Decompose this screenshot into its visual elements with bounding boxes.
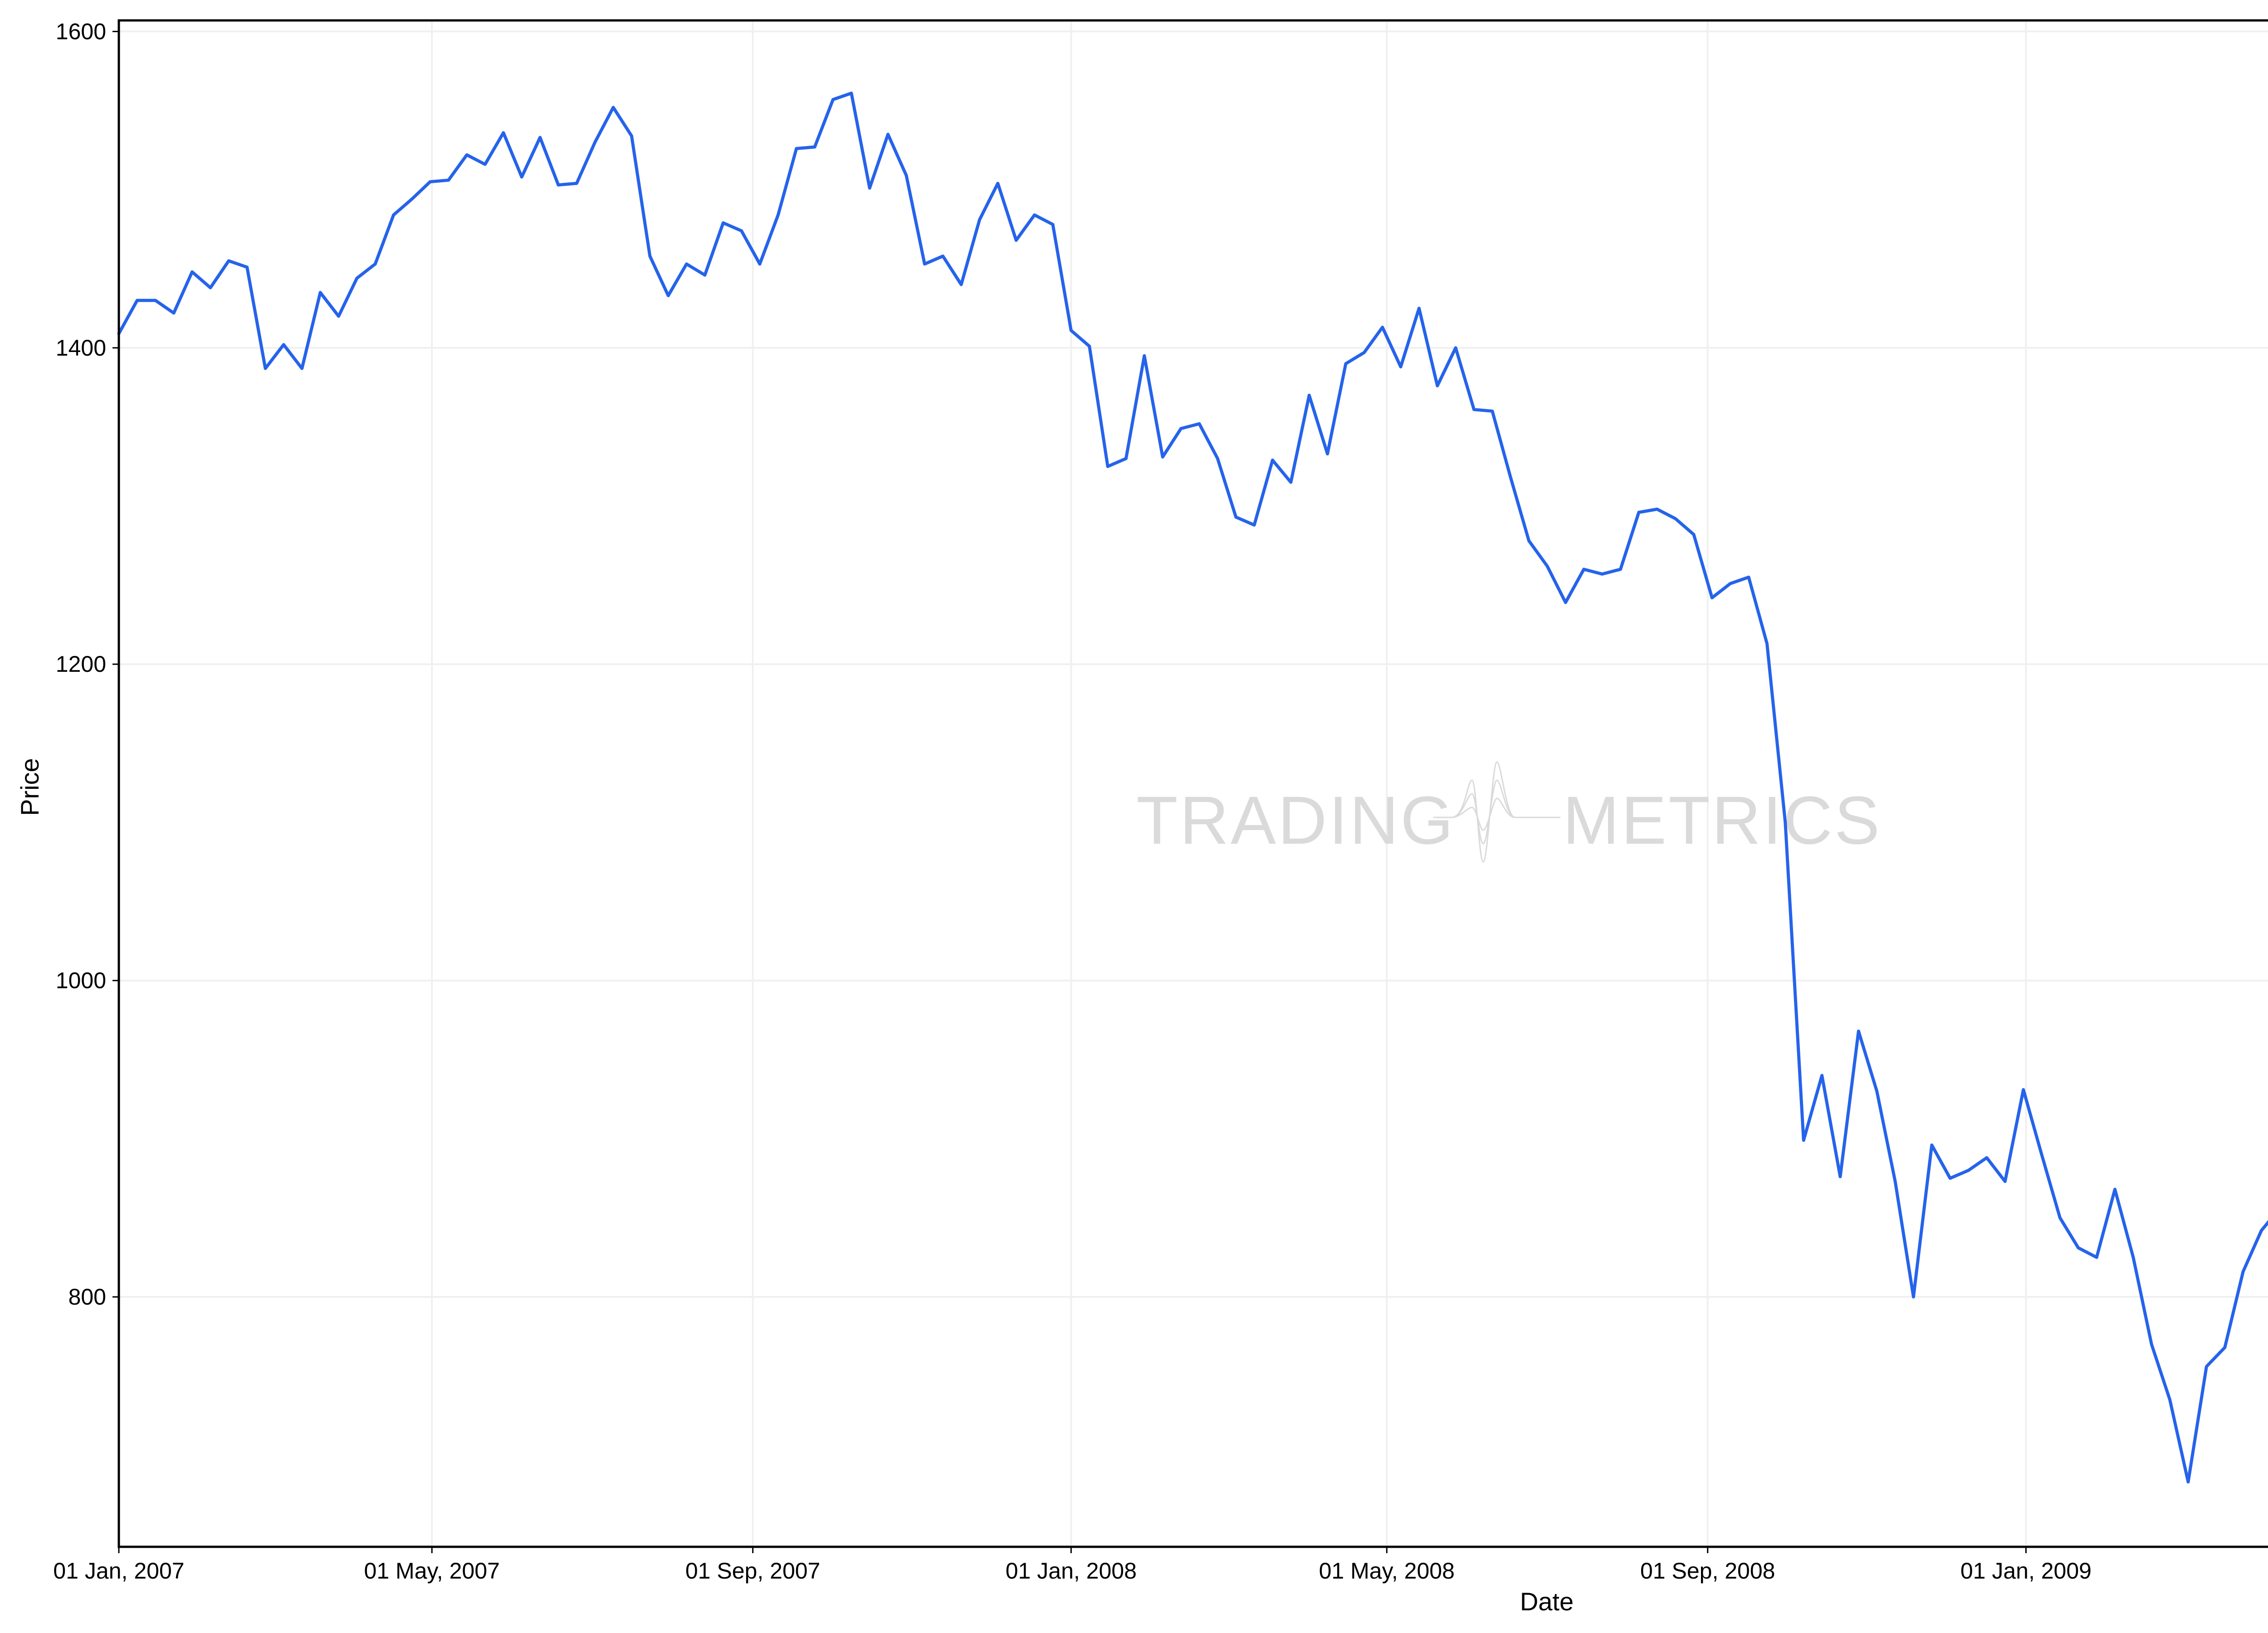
y-tick-label: 1000 xyxy=(56,968,106,993)
y-tick-label: 800 xyxy=(68,1284,106,1310)
plot-frame xyxy=(117,19,2268,1548)
x-tick-label: 01 May, 2008 xyxy=(1319,1558,1455,1584)
y-axis-title: Price xyxy=(15,758,44,816)
price-series-line xyxy=(117,91,2268,1484)
x-tick-label: 01 Jan, 2009 xyxy=(1960,1558,2092,1584)
x-axis: 01 Jan, 2007 01 May, 2007 01 Sep, 2007 01 J… xyxy=(53,1547,2092,1584)
x-tick-label: 01 Sep, 2007 xyxy=(685,1558,821,1584)
x-tick-label: 01 Sep, 2008 xyxy=(1640,1558,1775,1584)
watermark-logo-icon xyxy=(1433,761,1560,863)
grid-lines xyxy=(118,20,2268,1547)
watermark-text-left: TRADING xyxy=(1136,782,1455,858)
x-tick-label: 01 May, 2007 xyxy=(364,1558,500,1584)
x-tick-label: 01 Jan, 2008 xyxy=(1006,1558,1137,1584)
watermark-text-right: METRICS xyxy=(1563,782,1882,858)
y-tick-label: 1400 xyxy=(56,335,106,361)
x-tick-label: 01 Jan, 2007 xyxy=(53,1558,184,1584)
y-tick-label: 1200 xyxy=(56,651,106,677)
y-axis: 800 1000 1200 1400 1600 xyxy=(56,19,119,1310)
y-tick-label: 1600 xyxy=(56,19,106,44)
watermark: TRADING METRICS xyxy=(1136,761,1882,863)
x-axis-title: Date xyxy=(1520,1587,1574,1616)
